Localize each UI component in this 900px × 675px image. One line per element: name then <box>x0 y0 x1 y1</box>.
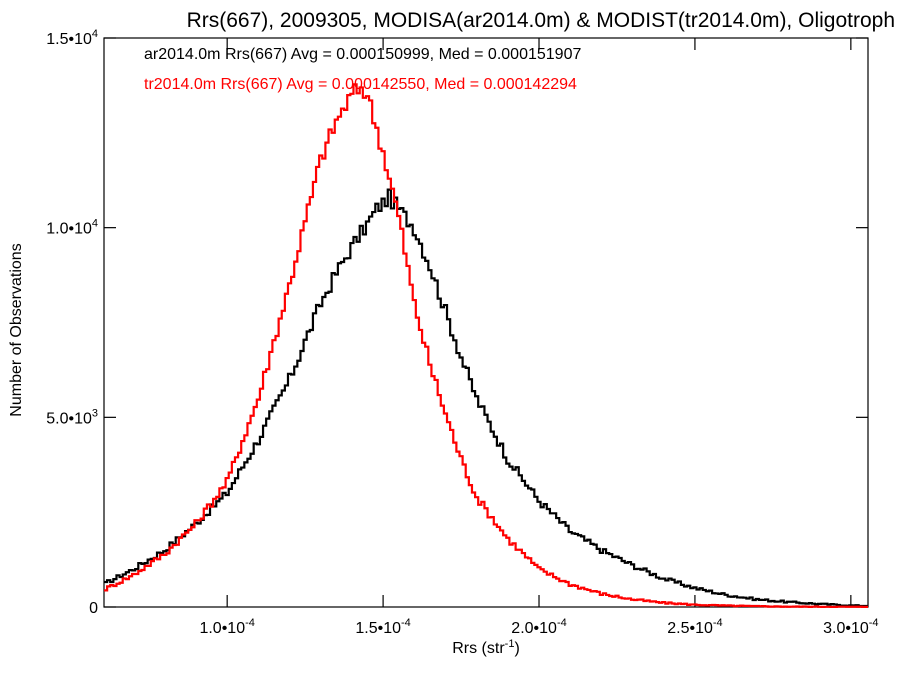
x-axis-title-sup: -1 <box>505 638 515 650</box>
annotation-ar2014: ar2014.0m Rrs(667) Avg = 0.000150999, Me… <box>144 46 581 63</box>
x-axis: 1.0•10-4 1.5•10-4 2.0•10-4 2.5•10-4 3.0•10-4 <box>199 38 879 637</box>
plot-frame <box>103 37 869 608</box>
x-axis-title: Rrs (str-1) <box>452 638 520 657</box>
y-axis: 0 5.0•103 1.0•104 1.5•104 <box>46 28 868 617</box>
x-tick-label: 2.5•10-4 <box>667 617 722 637</box>
y-axis-title: Number of Observations <box>8 243 25 416</box>
y-tick-label: 5.0•103 <box>46 407 98 427</box>
x-tick-label: 1.5•10-4 <box>355 617 410 637</box>
chart-title: Rrs(667), 2009305, MODISA(ar2014.0m) & M… <box>187 9 895 32</box>
annotation-tr2014: tr2014.0m Rrs(667) Avg = 0.000142550, Me… <box>144 76 577 93</box>
histogram-series-0 <box>104 188 868 608</box>
x-tick-label: 1.0•10-4 <box>199 617 254 637</box>
series-layer <box>104 83 868 609</box>
x-axis-title-main: Rrs (str <box>452 640 505 657</box>
histogram-series-1 <box>104 83 868 609</box>
x-tick-label: 2.0•10-4 <box>511 617 566 637</box>
y-tick-label: 0 <box>89 600 98 617</box>
x-tick-label: 3.0•10-4 <box>823 617 878 637</box>
x-axis-title-tail: ) <box>514 640 519 657</box>
y-tick-label: 1.0•104 <box>46 218 98 238</box>
y-tick-label: 1.5•104 <box>46 28 98 48</box>
